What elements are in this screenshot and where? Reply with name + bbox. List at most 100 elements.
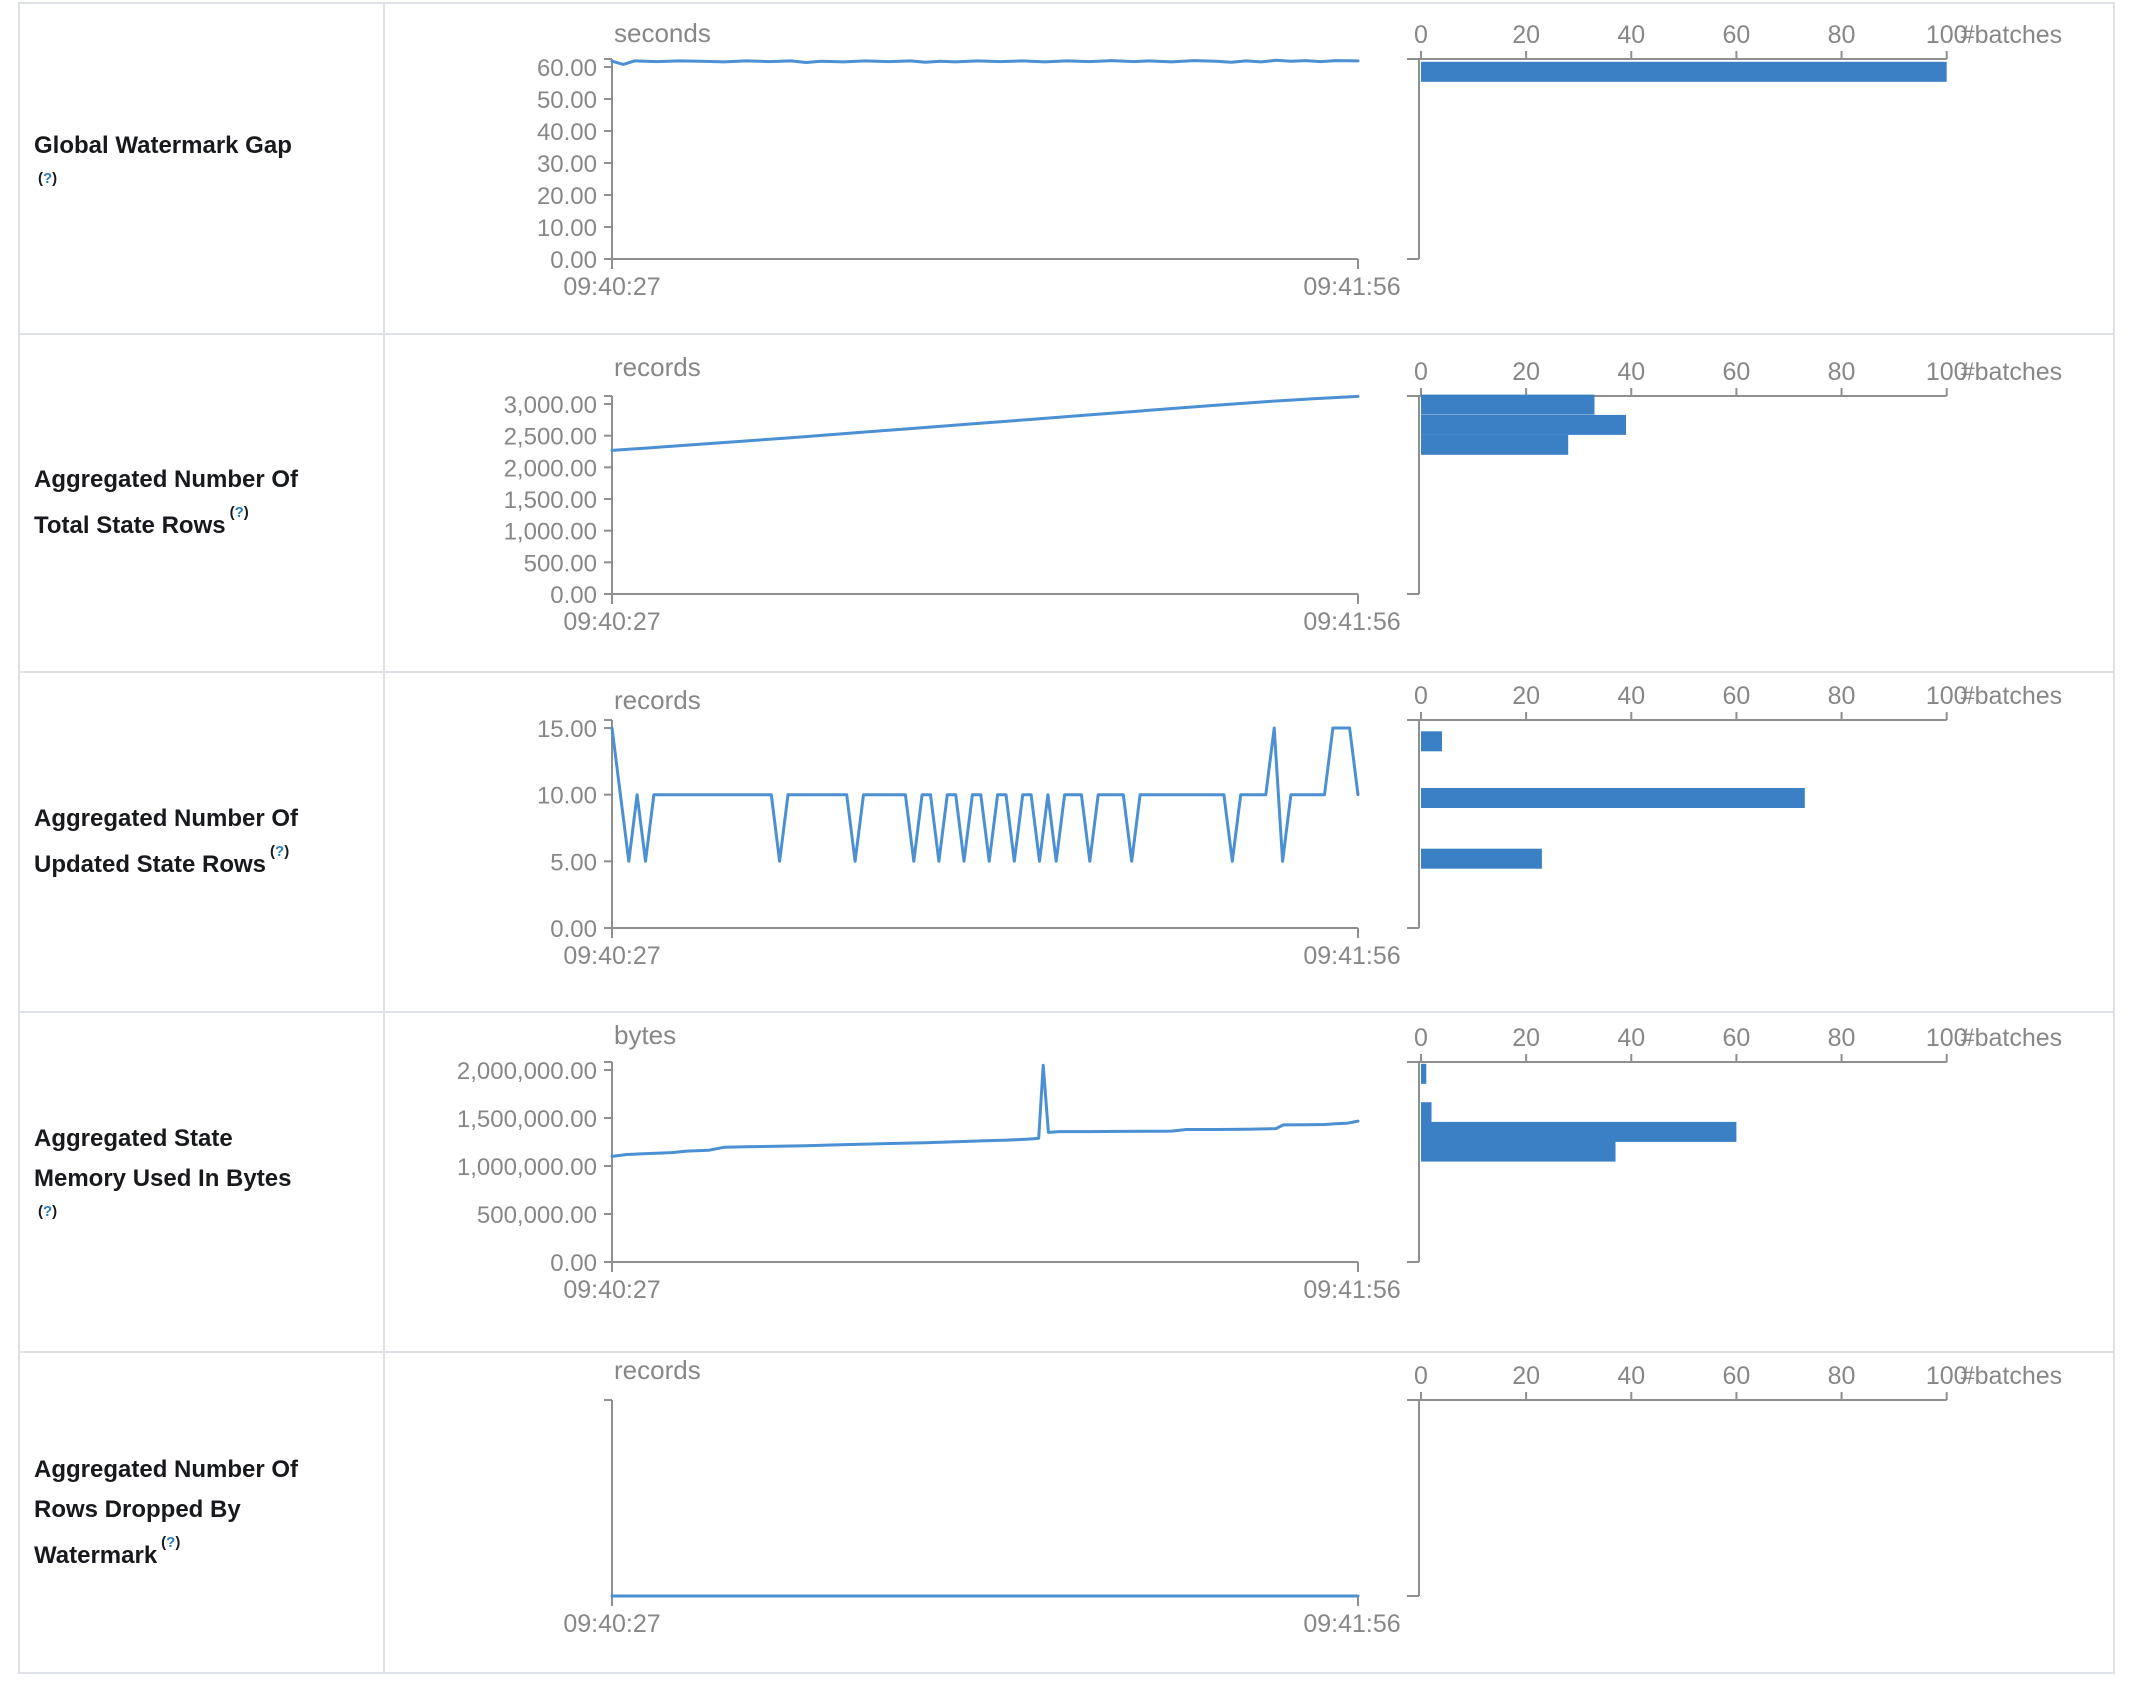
time-axis-start-label: 09:40:27 xyxy=(563,608,660,636)
y-unit-label: seconds xyxy=(614,18,711,48)
batches-axis-title: #batches xyxy=(1961,1362,2062,1390)
batches-axis-tick-label: 40 xyxy=(1617,1362,1645,1390)
batches-axis-tick-label: 100 xyxy=(1926,21,1968,49)
batches-axis-tick-label: 80 xyxy=(1828,1362,1856,1390)
batches-axis-tick-label: 40 xyxy=(1617,21,1645,49)
question-mark[interactable]: ? xyxy=(43,1203,53,1220)
charts-cell: records 3,000.00 2,500.00 2,000.00 1,500.00 1… xyxy=(385,335,2113,671)
batches-axis-tick-label: 20 xyxy=(1512,21,1540,49)
metric-label-line: Aggregated State xyxy=(34,1125,233,1152)
batches-axis-tick-label: 0 xyxy=(1414,21,1428,49)
metric-label-line: Rows Dropped By xyxy=(34,1495,241,1523)
batches-axis-title: #batches xyxy=(1961,358,2062,386)
y-axis-tick-label: 1,000.00 xyxy=(504,519,597,546)
y-axis-tick-label: 0.00 xyxy=(550,582,597,609)
histogram-bar xyxy=(1421,61,1947,82)
help-link[interactable]: (?) xyxy=(38,1203,58,1220)
help-link[interactable]: (?) xyxy=(270,843,290,860)
batches-axis-tick-label: 80 xyxy=(1828,1024,1856,1052)
y-axis-tick-label: 1,500,000.00 xyxy=(457,1106,597,1133)
time-axis-end-label: 09:41:56 xyxy=(1303,1276,1400,1304)
row-charts-svg: seconds 60.00 50.00 40.00 30.00 20.00 10.00 0.0… xyxy=(537,18,2062,301)
y-axis-tick-label: 0.00 xyxy=(550,916,597,943)
line-chart: records 09:40:27 09:41:56 xyxy=(563,1355,1400,1638)
histogram-bar xyxy=(1421,1102,1432,1123)
y-axis-tick-label: 500.00 xyxy=(524,550,597,577)
histogram-bar xyxy=(1421,414,1626,435)
metric-row: Aggregated Number Of Updated State Rows (?… xyxy=(20,671,2113,1011)
charts-cell: records 09:40:27 09:41:56 0 20 40 60 80 100 #batc… xyxy=(385,1353,2113,1672)
histogram-chart: 0 20 40 60 80 100#batches xyxy=(1407,358,2062,595)
y-axis-tick-label: 10.00 xyxy=(537,783,597,810)
y-axis-tick-label: 2,500.00 xyxy=(504,424,597,451)
timeline-series xyxy=(610,726,1360,863)
histogram-bar xyxy=(1421,1141,1616,1162)
question-mark[interactable]: ? xyxy=(43,169,53,187)
batches-axis-title: #batches xyxy=(1961,21,2062,49)
charts-cell: seconds 60.00 50.00 40.00 30.00 20.00 10.00 0.0… xyxy=(385,4,2113,333)
metric-label: Aggregated Number Of Total State Rows (?) xyxy=(20,335,385,671)
y-axis-tick-label: 1,000,000.00 xyxy=(457,1154,597,1181)
histogram-bar xyxy=(1421,731,1442,752)
help-link[interactable]: (?) xyxy=(229,504,249,521)
y-axis-tick-label: 10.00 xyxy=(537,215,597,242)
y-unit-label: records xyxy=(614,685,701,715)
question-mark[interactable]: ? xyxy=(234,504,244,521)
batches-axis-tick-label: 60 xyxy=(1723,358,1751,386)
batches-axis-tick-label: 20 xyxy=(1512,1362,1540,1390)
histogram-bar xyxy=(1421,434,1569,455)
batches-axis-tick-label: 80 xyxy=(1828,682,1856,710)
batches-axis-tick-label: 0 xyxy=(1414,358,1428,386)
histogram-chart: 0 20 40 60 80 100#batches xyxy=(1407,682,2062,929)
y-unit-label: records xyxy=(614,1355,701,1385)
batches-axis-tick-label: 80 xyxy=(1828,358,1856,386)
question-mark[interactable]: ? xyxy=(275,843,285,860)
metric-label-line: Global Watermark Gap xyxy=(34,131,292,159)
batches-axis-tick-label: 20 xyxy=(1512,682,1540,710)
metrics-table: Global Watermark Gap (?) seconds 60.00 50.00… xyxy=(18,2,2115,1674)
time-axis-end-label: 09:41:56 xyxy=(1303,1610,1400,1638)
timeline-series xyxy=(610,394,1360,452)
histogram-bar xyxy=(1421,848,1542,869)
metric-label: Aggregated Number Of Rows Dropped By Water… xyxy=(20,1353,385,1672)
histogram-chart: 0 20 40 60 80 100#batches xyxy=(1407,1024,2062,1263)
time-axis-start-label: 09:40:27 xyxy=(563,942,660,970)
metric-help-line: (?) xyxy=(34,166,371,212)
metric-label-line: Watermark (?) xyxy=(34,1533,181,1569)
histogram-bar xyxy=(1421,1063,1427,1084)
batches-axis-tick-label: 60 xyxy=(1723,682,1751,710)
metric-label-line: Memory Used In Bytes xyxy=(34,1165,292,1192)
row-charts-svg: records 3,000.00 2,500.00 2,000.00 1,500.00 1… xyxy=(504,352,2063,636)
line-chart: seconds 60.00 50.00 40.00 30.00 20.00 10.00 0.0… xyxy=(537,18,1401,301)
question-mark[interactable]: ? xyxy=(166,1533,176,1551)
charts-cell: bytes 2,000,000.00 1,500,000.00 1,000,000.0… xyxy=(385,1013,2113,1351)
help-link[interactable]: (?) xyxy=(161,1533,181,1551)
y-axis-tick-label: 2,000,000.00 xyxy=(457,1058,597,1085)
y-unit-label: records xyxy=(614,352,701,382)
histogram-bar xyxy=(1421,788,1805,808)
batches-axis-tick-label: 100 xyxy=(1926,682,1968,710)
metric-label-line: Aggregated Number Of xyxy=(34,466,299,493)
batches-axis-tick-label: 40 xyxy=(1617,1024,1645,1052)
time-axis-start-label: 09:40:27 xyxy=(563,1276,660,1304)
batches-axis-tick-label: 100 xyxy=(1926,358,1968,386)
y-axis-tick-label: 0.00 xyxy=(550,247,597,274)
y-axis-tick-label: 15.00 xyxy=(537,716,597,743)
time-axis-start-label: 09:40:27 xyxy=(563,1610,660,1638)
metric-label-line: Updated State Rows (?) xyxy=(34,843,290,878)
metric-row: Aggregated Number Of Total State Rows (?) r… xyxy=(20,333,2113,671)
histogram-chart: 0 20 40 60 80 100#batches xyxy=(1407,1362,2062,1597)
metric-label-line: Aggregated Number Of xyxy=(34,805,299,832)
histogram-bar xyxy=(1421,394,1595,415)
batches-axis-tick-label: 60 xyxy=(1723,1362,1751,1390)
batches-axis-tick-label: 20 xyxy=(1512,1024,1540,1052)
batches-axis-tick-label: 100 xyxy=(1926,1024,1968,1052)
y-axis-tick-label: 50.00 xyxy=(537,87,597,114)
y-axis-tick-label: 2,000.00 xyxy=(504,455,597,482)
batches-axis-tick-label: 60 xyxy=(1723,1024,1751,1052)
time-axis-end-label: 09:41:56 xyxy=(1303,273,1400,301)
row-charts-svg: records 09:40:27 09:41:56 0 20 40 60 80 100#batc… xyxy=(563,1355,2062,1638)
help-link[interactable]: (?) xyxy=(38,169,58,187)
